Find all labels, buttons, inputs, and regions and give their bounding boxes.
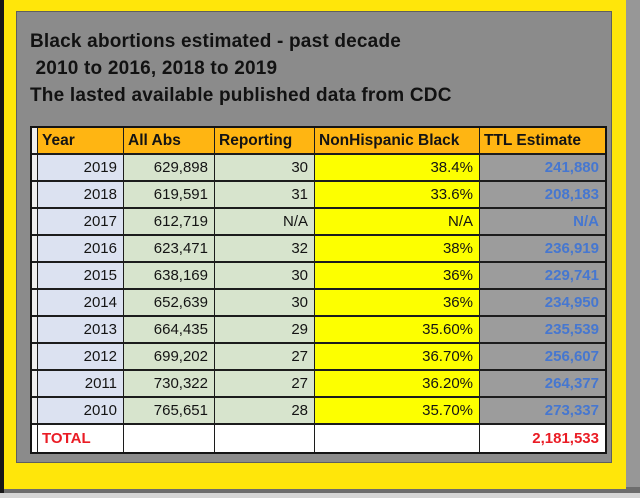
cell-nonhispanic-black: 35.60% xyxy=(315,317,479,342)
row-gutter xyxy=(32,290,37,315)
total-label: TOTAL xyxy=(38,425,123,452)
cell-nonhispanic-black: 36% xyxy=(315,263,479,288)
cell-reporting: 30 xyxy=(215,290,314,315)
cell-reporting: 31 xyxy=(215,182,314,207)
header-nonhispanic-black: NonHispanic Black xyxy=(315,128,479,153)
cell-year: 2015 xyxy=(38,263,123,288)
cell-year: 2016 xyxy=(38,236,123,261)
row-gutter xyxy=(32,263,37,288)
cell-reporting: 29 xyxy=(215,317,314,342)
cell-ttl-estimate: 256,607 xyxy=(480,344,605,369)
header-all-abs: All Abs xyxy=(124,128,214,153)
cell-ttl-estimate: 208,183 xyxy=(480,182,605,207)
header-year: Year xyxy=(38,128,123,153)
chart-title: Black abortions estimated - past decade … xyxy=(30,28,452,109)
cell-reporting: 28 xyxy=(215,398,314,423)
cell-all-abs: 629,898 xyxy=(124,155,214,180)
cell-year: 2017 xyxy=(38,209,123,234)
cell-nonhispanic-black: N/A xyxy=(315,209,479,234)
title-line-1: Black abortions estimated - past decade xyxy=(30,31,402,52)
bottom-shadow-strip xyxy=(0,487,640,493)
header-gutter xyxy=(32,128,37,153)
cell-all-abs: 730,322 xyxy=(124,371,214,396)
cell-ttl-estimate: 273,337 xyxy=(480,398,605,423)
cell-all-abs: 623,471 xyxy=(124,236,214,261)
cell-all-abs: 699,202 xyxy=(124,344,214,369)
cell-reporting: 27 xyxy=(215,371,314,396)
cell-all-abs: 638,169 xyxy=(124,263,214,288)
total-empty-cell xyxy=(215,425,314,452)
row-gutter xyxy=(32,344,37,369)
row-gutter xyxy=(32,209,37,234)
total-gutter xyxy=(32,425,37,452)
cell-all-abs: 652,639 xyxy=(124,290,214,315)
total-empty-cell xyxy=(315,425,479,452)
bottom-edge-strip xyxy=(0,493,640,498)
cell-nonhispanic-black: 38.4% xyxy=(315,155,479,180)
cell-all-abs: 612,719 xyxy=(124,209,214,234)
data-table: Year All Abs Reporting NonHispanic Black… xyxy=(30,126,607,454)
header-reporting: Reporting xyxy=(215,128,314,153)
cell-nonhispanic-black: 38% xyxy=(315,236,479,261)
title-line-3: The lasted available published data from… xyxy=(30,85,452,106)
cell-nonhispanic-black: 36.70% xyxy=(315,344,479,369)
total-empty-cell xyxy=(124,425,214,452)
cell-ttl-estimate: 264,377 xyxy=(480,371,605,396)
cell-nonhispanic-black: 33.6% xyxy=(315,182,479,207)
cell-year: 2014 xyxy=(38,290,123,315)
cell-all-abs: 664,435 xyxy=(124,317,214,342)
cell-year: 2013 xyxy=(38,317,123,342)
cell-all-abs: 619,591 xyxy=(124,182,214,207)
cell-ttl-estimate: 229,741 xyxy=(480,263,605,288)
total-value: 2,181,533 xyxy=(480,425,605,452)
cell-year: 2011 xyxy=(38,371,123,396)
cell-nonhispanic-black: 36% xyxy=(315,290,479,315)
header-ttl-estimate: TTL Estimate xyxy=(480,128,605,153)
cell-all-abs: 765,651 xyxy=(124,398,214,423)
cell-reporting: 30 xyxy=(215,155,314,180)
cell-year: 2012 xyxy=(38,344,123,369)
cell-year: 2018 xyxy=(38,182,123,207)
cell-ttl-estimate: 235,539 xyxy=(480,317,605,342)
cell-reporting: 30 xyxy=(215,263,314,288)
title-line-2: 2010 to 2016, 2018 to 2019 xyxy=(30,58,278,79)
cell-nonhispanic-black: 36.20% xyxy=(315,371,479,396)
cell-ttl-estimate: N/A xyxy=(480,209,605,234)
cell-reporting: 27 xyxy=(215,344,314,369)
left-edge-strip xyxy=(0,0,4,493)
cell-year: 2010 xyxy=(38,398,123,423)
cell-reporting: 32 xyxy=(215,236,314,261)
row-gutter xyxy=(32,182,37,207)
cell-ttl-estimate: 234,950 xyxy=(480,290,605,315)
cell-reporting: N/A xyxy=(215,209,314,234)
cell-year: 2019 xyxy=(38,155,123,180)
row-gutter xyxy=(32,236,37,261)
cell-ttl-estimate: 236,919 xyxy=(480,236,605,261)
cell-nonhispanic-black: 35.70% xyxy=(315,398,479,423)
row-gutter xyxy=(32,398,37,423)
row-gutter xyxy=(32,155,37,180)
row-gutter xyxy=(32,317,37,342)
row-gutter xyxy=(32,371,37,396)
cell-ttl-estimate: 241,880 xyxy=(480,155,605,180)
